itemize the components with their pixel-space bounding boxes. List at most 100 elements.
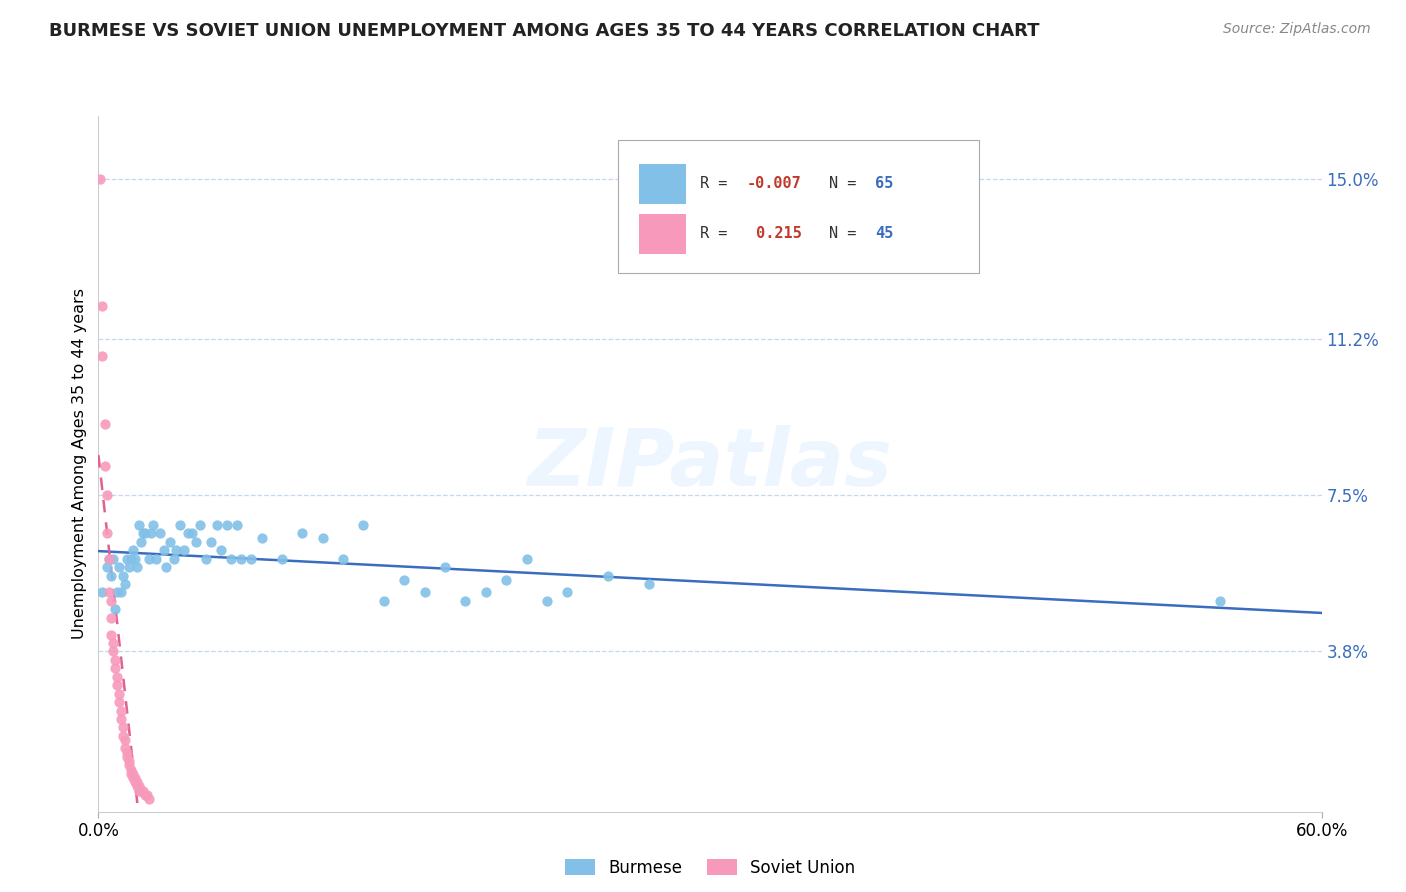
Point	[291, 526, 314, 541]
Point	[332, 551, 354, 566]
Point	[136, 788, 159, 802]
Bar	[640, 164, 686, 204]
Point	[114, 741, 136, 756]
Point	[115, 746, 138, 760]
Point	[250, 531, 273, 545]
Point	[101, 636, 124, 650]
Point	[536, 594, 558, 608]
Point	[392, 573, 416, 587]
Point	[122, 771, 145, 785]
Point	[413, 585, 436, 599]
Point	[142, 518, 165, 533]
Point	[108, 687, 131, 701]
Point	[110, 585, 132, 599]
Point	[96, 560, 118, 574]
Point	[100, 611, 122, 625]
Point	[114, 577, 136, 591]
Point	[159, 534, 181, 549]
Legend: Burmese, Soviet Union: Burmese, Soviet Union	[558, 852, 862, 883]
Point	[120, 551, 142, 566]
Point	[129, 534, 152, 549]
Point	[127, 775, 149, 789]
Text: -0.007: -0.007	[747, 177, 801, 192]
Point	[138, 551, 160, 566]
Point	[138, 792, 160, 806]
Point	[454, 594, 477, 608]
Point	[118, 754, 141, 768]
Point	[104, 661, 127, 675]
Point	[110, 704, 132, 718]
Point	[226, 518, 249, 533]
Point	[105, 678, 128, 692]
Point	[104, 602, 127, 616]
Point	[105, 670, 128, 684]
Point	[97, 585, 120, 599]
Point	[97, 551, 120, 566]
Point	[127, 780, 149, 794]
Point	[149, 526, 172, 541]
Point	[186, 534, 208, 549]
Point	[128, 518, 150, 533]
Point	[118, 758, 141, 772]
Text: N =: N =	[828, 177, 865, 192]
Text: N =: N =	[828, 227, 865, 242]
Point	[173, 543, 195, 558]
Text: BURMESE VS SOVIET UNION UNEMPLOYMENT AMONG AGES 35 TO 44 YEARS CORRELATION CHART: BURMESE VS SOVIET UNION UNEMPLOYMENT AMO…	[49, 22, 1039, 40]
Point	[312, 531, 335, 545]
Point	[165, 543, 187, 558]
Point	[598, 568, 620, 582]
Text: 45: 45	[875, 227, 893, 242]
Point	[108, 560, 131, 574]
Point	[124, 775, 146, 789]
Y-axis label: Unemployment Among Ages 35 to 44 years: Unemployment Among Ages 35 to 44 years	[72, 288, 87, 640]
Point	[120, 766, 142, 780]
Point	[141, 526, 163, 541]
Point	[91, 585, 114, 599]
Point	[129, 783, 152, 797]
Point	[93, 458, 115, 473]
Point	[163, 551, 186, 566]
Point	[104, 653, 127, 667]
Point	[637, 577, 661, 591]
Point	[96, 488, 118, 502]
Point	[434, 560, 457, 574]
Point	[231, 551, 253, 566]
Point	[128, 780, 150, 794]
Point	[105, 585, 128, 599]
Point	[128, 783, 150, 797]
Point	[219, 551, 242, 566]
Text: 65: 65	[875, 177, 893, 192]
Point	[124, 551, 146, 566]
Point	[352, 518, 374, 533]
Point	[111, 720, 134, 734]
Bar	[640, 214, 686, 254]
Text: 0.215: 0.215	[747, 227, 801, 242]
Point	[111, 729, 134, 743]
Point	[101, 551, 124, 566]
Point	[114, 733, 136, 747]
Point	[127, 560, 149, 574]
Point	[111, 568, 134, 582]
Point	[181, 526, 204, 541]
Point	[96, 526, 118, 541]
Point	[89, 172, 111, 186]
Point	[100, 568, 122, 582]
Point	[195, 551, 218, 566]
Point	[132, 783, 155, 797]
Point	[124, 771, 146, 785]
Point	[474, 585, 498, 599]
Point	[495, 573, 517, 587]
Point	[152, 543, 174, 558]
Point	[108, 695, 131, 709]
Point	[240, 551, 263, 566]
Point	[205, 518, 228, 533]
Point	[120, 763, 142, 777]
Point	[122, 543, 145, 558]
Point	[555, 585, 579, 599]
Text: R =: R =	[700, 227, 737, 242]
Point	[97, 551, 120, 566]
Point	[373, 594, 395, 608]
Point	[188, 518, 212, 533]
Point	[177, 526, 200, 541]
Point	[100, 627, 122, 641]
